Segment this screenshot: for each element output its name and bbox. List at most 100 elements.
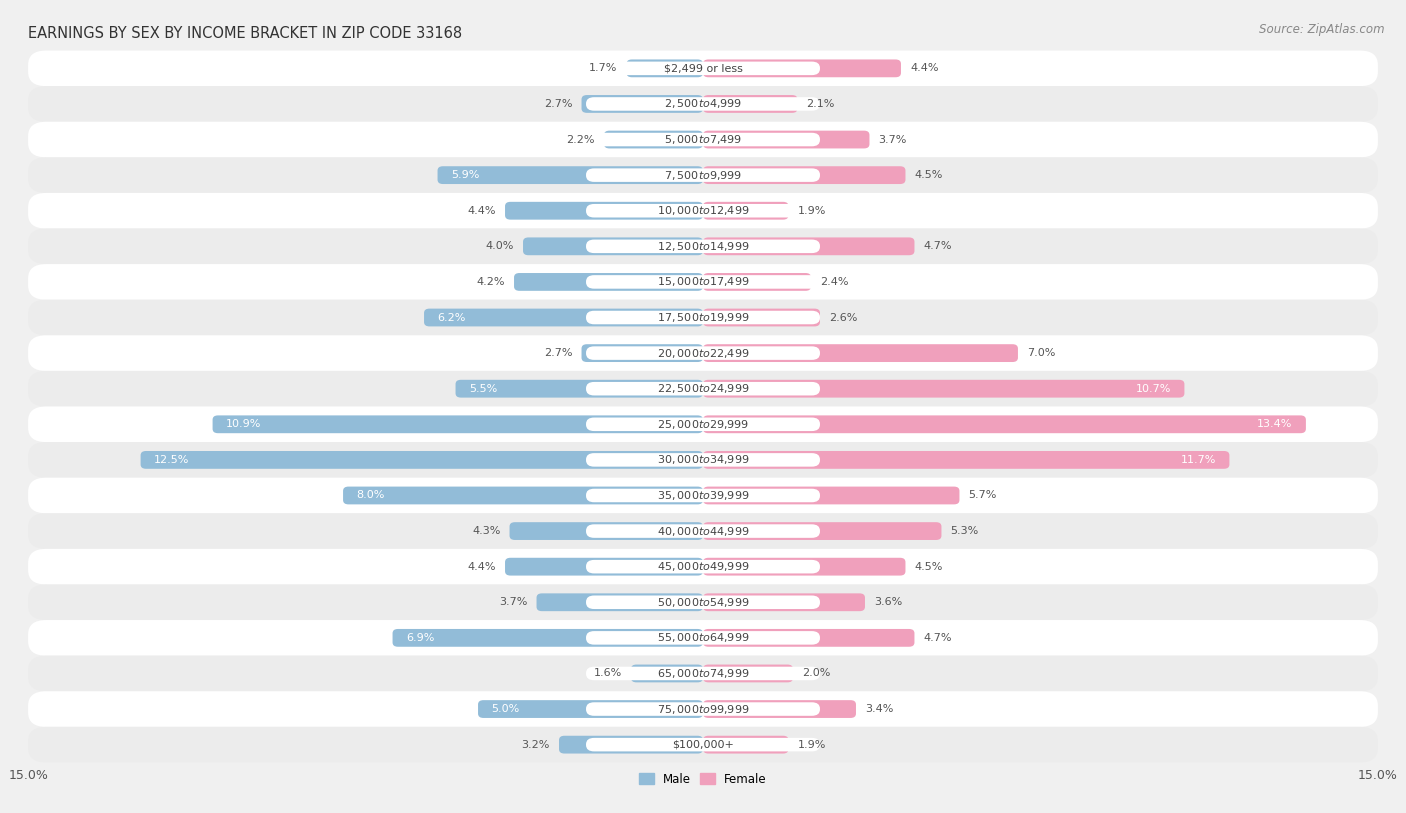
FancyBboxPatch shape [703,451,1229,469]
FancyBboxPatch shape [509,522,703,540]
Text: 1.9%: 1.9% [797,740,825,750]
FancyBboxPatch shape [586,489,820,502]
FancyBboxPatch shape [703,736,789,754]
Text: 2.7%: 2.7% [544,348,572,358]
Text: 5.9%: 5.9% [451,170,479,180]
Text: 3.6%: 3.6% [875,598,903,607]
Text: 4.4%: 4.4% [910,63,938,73]
Text: $35,000 to $39,999: $35,000 to $39,999 [657,489,749,502]
FancyBboxPatch shape [586,240,820,253]
FancyBboxPatch shape [703,415,1306,433]
FancyBboxPatch shape [703,487,959,504]
FancyBboxPatch shape [505,202,703,220]
FancyBboxPatch shape [703,273,811,291]
FancyBboxPatch shape [703,664,793,682]
Text: 3.4%: 3.4% [865,704,893,714]
FancyBboxPatch shape [212,415,703,433]
FancyBboxPatch shape [425,309,703,326]
Text: 8.0%: 8.0% [357,490,385,501]
Text: $40,000 to $44,999: $40,000 to $44,999 [657,524,749,537]
FancyBboxPatch shape [586,595,820,609]
FancyBboxPatch shape [28,691,1378,727]
Text: 5.3%: 5.3% [950,526,979,536]
FancyBboxPatch shape [586,631,820,645]
Text: $10,000 to $12,499: $10,000 to $12,499 [657,204,749,217]
FancyBboxPatch shape [505,558,703,576]
Text: 11.7%: 11.7% [1181,455,1216,465]
Text: 6.2%: 6.2% [437,312,465,323]
Text: 3.7%: 3.7% [499,598,527,607]
Text: $100,000+: $100,000+ [672,740,734,750]
FancyBboxPatch shape [703,593,865,611]
Text: $45,000 to $49,999: $45,000 to $49,999 [657,560,749,573]
FancyBboxPatch shape [28,549,1378,585]
Text: 2.1%: 2.1% [807,99,835,109]
Text: $20,000 to $22,499: $20,000 to $22,499 [657,346,749,359]
Legend: Male, Female: Male, Female [634,768,772,790]
Text: 3.7%: 3.7% [879,134,907,145]
FancyBboxPatch shape [28,478,1378,513]
FancyBboxPatch shape [582,344,703,362]
FancyBboxPatch shape [586,738,820,751]
Text: 5.0%: 5.0% [492,704,520,714]
FancyBboxPatch shape [141,451,703,469]
Text: $75,000 to $99,999: $75,000 to $99,999 [657,702,749,715]
FancyBboxPatch shape [28,655,1378,691]
FancyBboxPatch shape [703,309,820,326]
Text: 2.6%: 2.6% [830,312,858,323]
FancyBboxPatch shape [28,50,1378,86]
FancyBboxPatch shape [582,95,703,113]
Text: 5.7%: 5.7% [969,490,997,501]
FancyBboxPatch shape [537,593,703,611]
FancyBboxPatch shape [586,524,820,538]
Text: 2.0%: 2.0% [801,668,831,679]
FancyBboxPatch shape [28,86,1378,122]
Text: 4.7%: 4.7% [924,633,952,643]
FancyBboxPatch shape [586,382,820,395]
Text: $30,000 to $34,999: $30,000 to $34,999 [657,454,749,467]
Text: 2.7%: 2.7% [544,99,572,109]
Text: $25,000 to $29,999: $25,000 to $29,999 [657,418,749,431]
FancyBboxPatch shape [28,513,1378,549]
Text: $15,000 to $17,499: $15,000 to $17,499 [657,276,749,289]
Text: 2.2%: 2.2% [567,134,595,145]
FancyBboxPatch shape [28,193,1378,228]
FancyBboxPatch shape [703,166,905,184]
Text: $50,000 to $54,999: $50,000 to $54,999 [657,596,749,609]
Text: 4.5%: 4.5% [914,562,943,572]
Text: EARNINGS BY SEX BY INCOME BRACKET IN ZIP CODE 33168: EARNINGS BY SEX BY INCOME BRACKET IN ZIP… [28,26,463,41]
FancyBboxPatch shape [28,122,1378,158]
Text: 4.2%: 4.2% [477,277,505,287]
FancyBboxPatch shape [586,311,820,324]
FancyBboxPatch shape [586,667,820,680]
FancyBboxPatch shape [703,629,914,647]
FancyBboxPatch shape [703,59,901,77]
FancyBboxPatch shape [343,487,703,504]
FancyBboxPatch shape [560,736,703,754]
Text: 4.4%: 4.4% [468,562,496,572]
FancyBboxPatch shape [703,344,1018,362]
FancyBboxPatch shape [586,560,820,573]
FancyBboxPatch shape [586,453,820,467]
FancyBboxPatch shape [28,620,1378,655]
FancyBboxPatch shape [523,237,703,255]
FancyBboxPatch shape [28,585,1378,620]
FancyBboxPatch shape [586,168,820,182]
FancyBboxPatch shape [586,133,820,146]
Text: 13.4%: 13.4% [1257,420,1292,429]
Text: 1.9%: 1.9% [797,206,825,215]
FancyBboxPatch shape [392,629,703,647]
Text: 7.0%: 7.0% [1026,348,1056,358]
Text: 6.9%: 6.9% [406,633,434,643]
FancyBboxPatch shape [703,522,942,540]
FancyBboxPatch shape [703,700,856,718]
FancyBboxPatch shape [28,727,1378,763]
Text: $12,500 to $14,999: $12,500 to $14,999 [657,240,749,253]
Text: 3.2%: 3.2% [522,740,550,750]
FancyBboxPatch shape [437,166,703,184]
FancyBboxPatch shape [703,558,905,576]
Text: $7,500 to $9,999: $7,500 to $9,999 [664,168,742,181]
Text: 12.5%: 12.5% [155,455,190,465]
FancyBboxPatch shape [28,442,1378,478]
FancyBboxPatch shape [703,237,914,255]
